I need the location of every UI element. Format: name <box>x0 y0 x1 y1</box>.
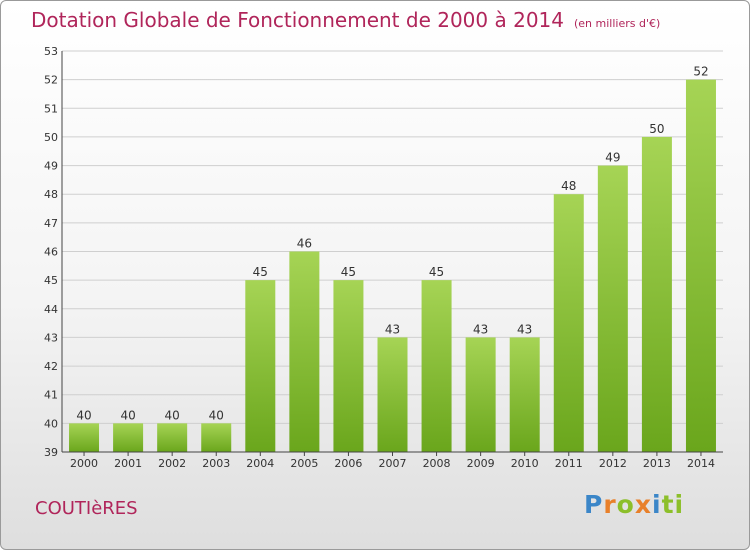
y-tick-label: 52 <box>44 74 58 87</box>
y-tick-label: 44 <box>44 303 58 316</box>
proxiti-logo: Proxiti <box>584 490 684 519</box>
bar-value-label: 52 <box>693 65 708 79</box>
x-tick-label: 2012 <box>599 457 627 470</box>
x-tick-label: 2010 <box>511 457 539 470</box>
chart-title-text: Dotation Globale de Fonctionnement de 20… <box>31 8 564 32</box>
bar-value-label: 40 <box>165 408 180 422</box>
bar <box>685 79 716 453</box>
bar-value-label: 40 <box>76 408 91 422</box>
x-tick-label: 2003 <box>202 457 230 470</box>
bar <box>421 280 452 452</box>
bar <box>201 423 232 452</box>
bar-value-label: 45 <box>253 265 268 279</box>
x-tick-label: 2008 <box>423 457 451 470</box>
y-tick-label: 48 <box>44 188 58 201</box>
logo-letter: o <box>616 490 635 519</box>
bar <box>553 194 584 452</box>
y-tick-label: 41 <box>44 389 58 402</box>
y-tick-label: 45 <box>44 274 58 287</box>
bar <box>333 280 364 452</box>
bar <box>157 423 188 452</box>
logo-letter: r <box>603 490 617 519</box>
logo-letter: P <box>584 490 604 519</box>
bar-value-label: 45 <box>341 265 356 279</box>
x-tick-label: 2004 <box>246 457 274 470</box>
y-tick-label: 47 <box>44 217 58 230</box>
bar <box>509 337 540 452</box>
chart-unit-label: (en milliers d'€) <box>574 17 661 30</box>
y-tick-label: 46 <box>44 246 58 259</box>
y-tick-label: 43 <box>44 331 58 344</box>
bar-layer: 40 40 40 40 45 46 45 43 45 43 43 48 49 50 52 <box>69 65 716 453</box>
bar <box>289 251 320 452</box>
commune-name: COUTIèRES <box>35 498 138 519</box>
y-tick-label: 50 <box>44 131 58 144</box>
chart-title: Dotation Globale de Fonctionnement de 20… <box>31 8 660 32</box>
bar-value-label: 45 <box>429 265 444 279</box>
x-tick-label: 2005 <box>290 457 318 470</box>
y-tick-label: 51 <box>44 102 58 115</box>
x-tick-label: 2000 <box>70 457 98 470</box>
bar <box>245 280 276 452</box>
x-tick-label: 2011 <box>555 457 583 470</box>
x-tick-label: 2014 <box>687 457 715 470</box>
y-tick-label: 40 <box>44 417 58 430</box>
x-tick-label: 2002 <box>158 457 186 470</box>
x-tick-label: 2001 <box>114 457 142 470</box>
y-tick-label: 42 <box>44 360 58 373</box>
logo-letter: x <box>634 490 652 519</box>
x-tick-label: 2007 <box>379 457 407 470</box>
x-tick-label: 2006 <box>334 457 362 470</box>
axis-layer: 39 40 41 42 43 44 45 46 47 48 49 50 51 52 53 2000 2001 20… <box>44 45 723 470</box>
bar <box>113 423 144 452</box>
bar-value-label: 43 <box>473 322 488 336</box>
bar-value-label: 49 <box>605 151 620 165</box>
bar-value-label: 40 <box>120 408 135 422</box>
logo-letter: ti <box>661 490 685 519</box>
x-tick-label: 2013 <box>643 457 671 470</box>
bar <box>597 165 628 453</box>
bar-value-label: 43 <box>385 322 400 336</box>
bar <box>69 423 100 452</box>
bar-value-label: 40 <box>209 408 224 422</box>
x-tick-label: 2009 <box>467 457 495 470</box>
bar <box>641 136 672 452</box>
y-tick-label: 39 <box>44 446 58 459</box>
logo-letter: i <box>652 490 662 519</box>
bar-value-label: 46 <box>297 237 312 251</box>
bar-value-label: 43 <box>517 322 532 336</box>
bar <box>465 337 496 452</box>
bar <box>377 337 408 452</box>
bar-value-label: 48 <box>561 179 576 193</box>
bar-value-label: 50 <box>649 122 664 136</box>
y-tick-label: 49 <box>44 160 58 173</box>
y-tick-label: 53 <box>44 45 58 58</box>
